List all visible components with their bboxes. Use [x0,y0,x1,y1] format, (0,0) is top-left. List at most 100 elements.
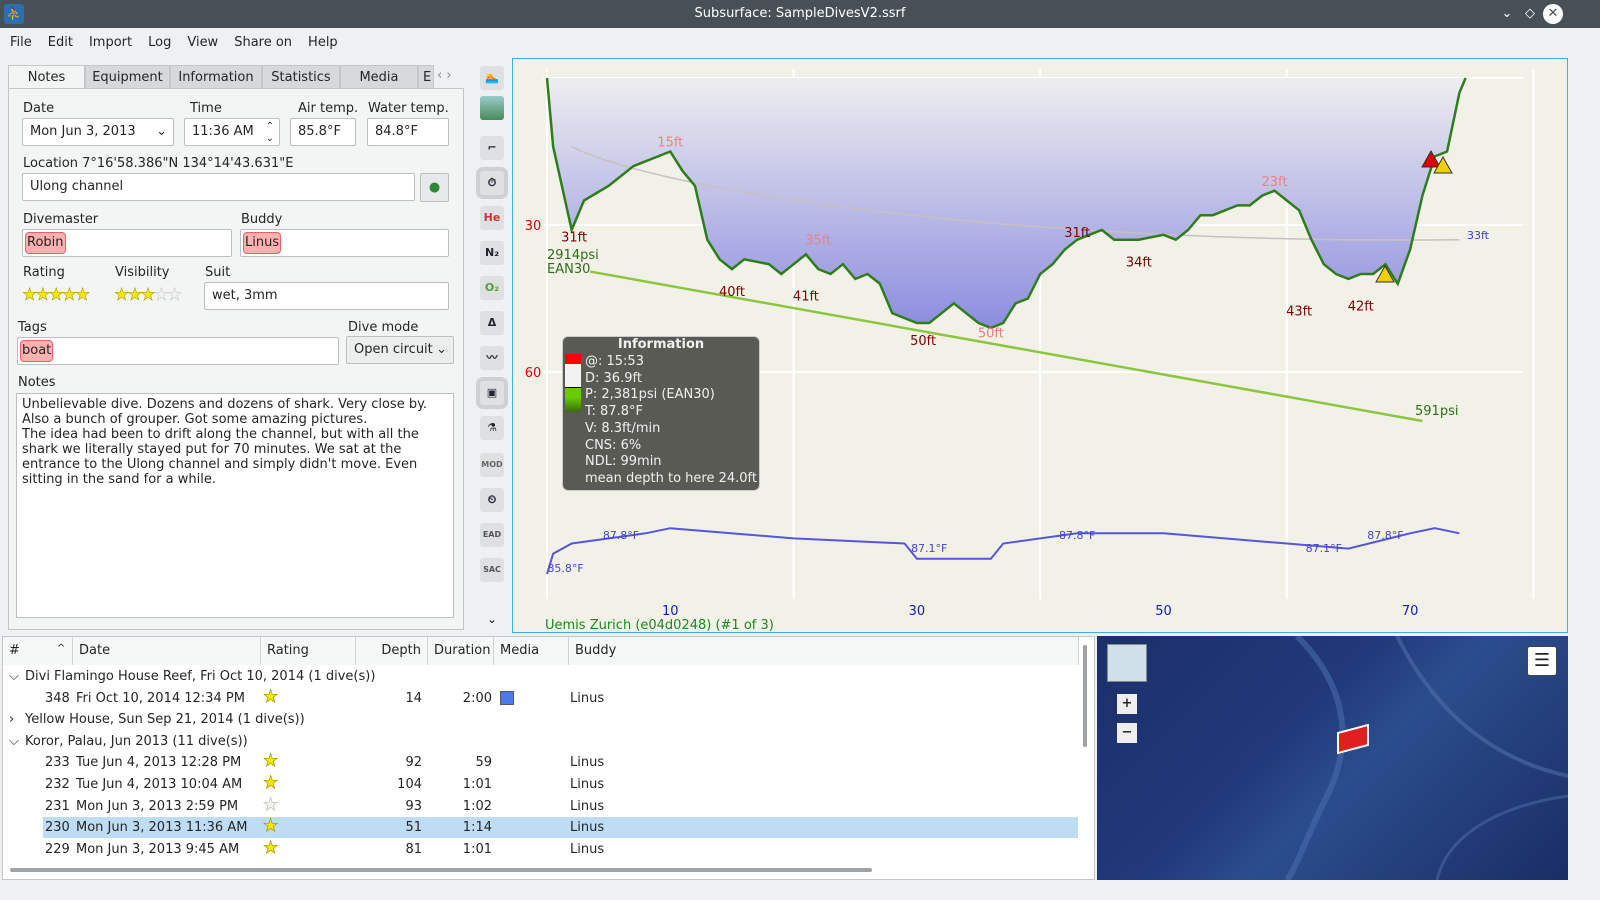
star-icon[interactable]: ★ [35,285,51,306]
minimize-button[interactable]: ⌄ [1501,6,1513,21]
photos-icon[interactable]: ▣ [476,377,508,409]
star-icon[interactable]: ★ [140,285,156,306]
ead-icon[interactable]: EAD [480,523,504,547]
dive-row[interactable]: 231 Mon Jun 3, 2013 2:59 PM ★ ★ ★ ★ ★ 93 1:02 Lin… [3,794,1078,817]
column-header-duration[interactable]: Duration [428,637,494,665]
water-temp-input[interactable]: 84.8°F [367,118,449,146]
star-icon[interactable]: ★ [263,773,279,794]
star-icon[interactable]: ★ [263,816,279,837]
ceiling-icon[interactable] [480,96,504,120]
star-icon[interactable]: ★ [75,285,91,306]
star-icon[interactable]: ★ [263,773,279,794]
ndl-tts-icon[interactable]: ⏲ [480,488,504,512]
star-icon[interactable]: ★ [167,285,183,306]
star-icon[interactable]: ★ [263,751,279,772]
menu-help[interactable]: Help [308,34,338,50]
star-icon[interactable]: ★ [263,686,279,707]
trip-row[interactable]: ⌵ Divi Flamingo House Reef, Fri Oct 10, 2… [3,666,1078,687]
warning-icon[interactable] [1375,264,1395,283]
menu-view[interactable]: View [187,34,219,50]
date-picker[interactable]: Mon Jun 3, 2013 ⌄ [22,118,174,146]
tab-statistics[interactable]: Statistics [262,65,340,89]
star-icon[interactable]: ★ [263,816,279,837]
menu-file[interactable]: File [10,34,32,50]
tab-scroll-arrows[interactable]: ‹ › [437,68,452,83]
ascent-rate-icon[interactable]: 🏊 [480,66,504,90]
expand-open-icon[interactable]: ⌵ [9,669,19,684]
star-icon[interactable]: ★ [263,751,279,772]
star-icon[interactable]: ★ [263,794,279,815]
sac-icon[interactable]: SAC [480,558,504,582]
star-icon[interactable]: ★ [263,773,279,794]
star-icon[interactable]: ★ [263,686,279,707]
star-icon[interactable]: ★ [263,816,279,837]
star-icon[interactable]: ★ [263,794,279,815]
tab-media[interactable]: Media [340,65,418,89]
dive-row[interactable]: 229 Mon Jun 3, 2013 9:45 AM ★ ★ ★ ★ ★ 81 1:01 Lin… [3,837,1078,860]
warning-icon[interactable] [1433,155,1453,174]
star-icon[interactable]: ★ [22,285,38,306]
column-header-depth[interactable]: Depth [356,637,428,665]
column-header-number[interactable]: # [3,637,73,665]
star-icon[interactable]: ★ [263,686,279,707]
dive-row[interactable]: 348 Fri Oct 10, 2014 12:34 PM ★ ★ ★ ★ ★ 14 2:00 L… [3,686,1078,709]
menu-import[interactable]: Import [88,34,133,50]
rating-stars[interactable]: ★★★★★ [22,285,91,306]
menu-log[interactable]: Log [148,34,172,50]
hamburger-icon[interactable]: ☰ [1527,646,1557,676]
tab-information[interactable]: Information [170,65,262,89]
star-icon[interactable]: ★ [263,816,279,837]
column-header-buddy[interactable]: Buddy [569,637,1079,665]
expand-open-icon[interactable]: ⌵ [9,733,19,749]
column-header-rating[interactable]: Rating [261,637,356,665]
menu-share-on[interactable]: Share on [234,34,293,50]
star-icon[interactable]: ★ [48,285,64,306]
tab-e[interactable]: E [418,65,434,89]
expand-closed-icon[interactable]: › [9,712,15,728]
dive-row[interactable]: 230 Mon Jun 3, 2013 11:36 AM ★ ★ ★ ★ ★ 51 1:14 Li… [43,816,1078,839]
star-icon[interactable]: ★ [263,837,279,859]
mod-icon[interactable]: MOD [480,453,504,477]
star-icon[interactable]: ★ [263,794,279,815]
star-icon[interactable]: ★ [263,751,279,772]
zoom-in-button[interactable]: + [1117,694,1137,714]
star-icon[interactable]: ★ [263,686,279,707]
star-icon[interactable]: ★ [263,794,279,815]
star-icon[interactable]: ★ [263,751,279,772]
buddy-input[interactable]: Linus [240,229,449,257]
close-button[interactable]: ✕ [1543,4,1563,24]
warning-icon[interactable] [1421,149,1441,168]
star-icon[interactable]: ★ [263,751,279,772]
star-icon[interactable]: ★ [114,285,130,306]
star-icon[interactable]: ★ [263,837,279,859]
list-hscrollbar[interactable] [10,868,872,872]
star-icon[interactable]: ★ [127,285,143,306]
notes-textarea[interactable]: Unbelievable dive. Dozens and dozens of … [16,393,454,618]
star-icon[interactable]: ★ [263,794,279,815]
deco-stop-icon[interactable]: ⏱ [476,167,508,199]
star-icon[interactable]: ★ [263,837,279,859]
menu-edit[interactable]: Edit [47,34,73,50]
map-overview-thumbnail[interactable] [1107,644,1147,682]
tab-notes[interactable]: Notes [8,65,85,89]
tags-input[interactable]: boat [17,337,339,365]
list-vscrollbar[interactable] [1083,645,1087,747]
star-icon[interactable]: ★ [263,773,279,794]
star-icon[interactable]: ★ [263,837,279,859]
globe-icon[interactable]: ● [420,173,449,202]
ruler-icon[interactable]: Δ [480,311,504,335]
dive-computer-ceiling-icon[interactable]: ⌐ [480,136,504,160]
star-icon[interactable]: ★ [263,773,279,794]
chevron-down-icon[interactable]: ⌄ [487,613,497,626]
star-icon[interactable]: ★ [263,837,279,859]
column-header-media[interactable]: Media [494,637,569,665]
column-header-date[interactable]: Date [73,637,261,665]
star-icon[interactable]: ★ [153,285,169,306]
time-spinbox[interactable]: 11:36 AM ⌃ ⌄ [184,118,280,146]
heartrate-icon[interactable]: 〰 [480,346,504,370]
suit-input[interactable]: wet, 3mm [204,282,449,310]
star-icon[interactable]: ★ [61,285,77,306]
nitrogen-icon[interactable]: N₂ [480,241,504,265]
oxygen-icon[interactable]: O₂ [480,276,504,300]
media-icon[interactable] [500,690,514,705]
